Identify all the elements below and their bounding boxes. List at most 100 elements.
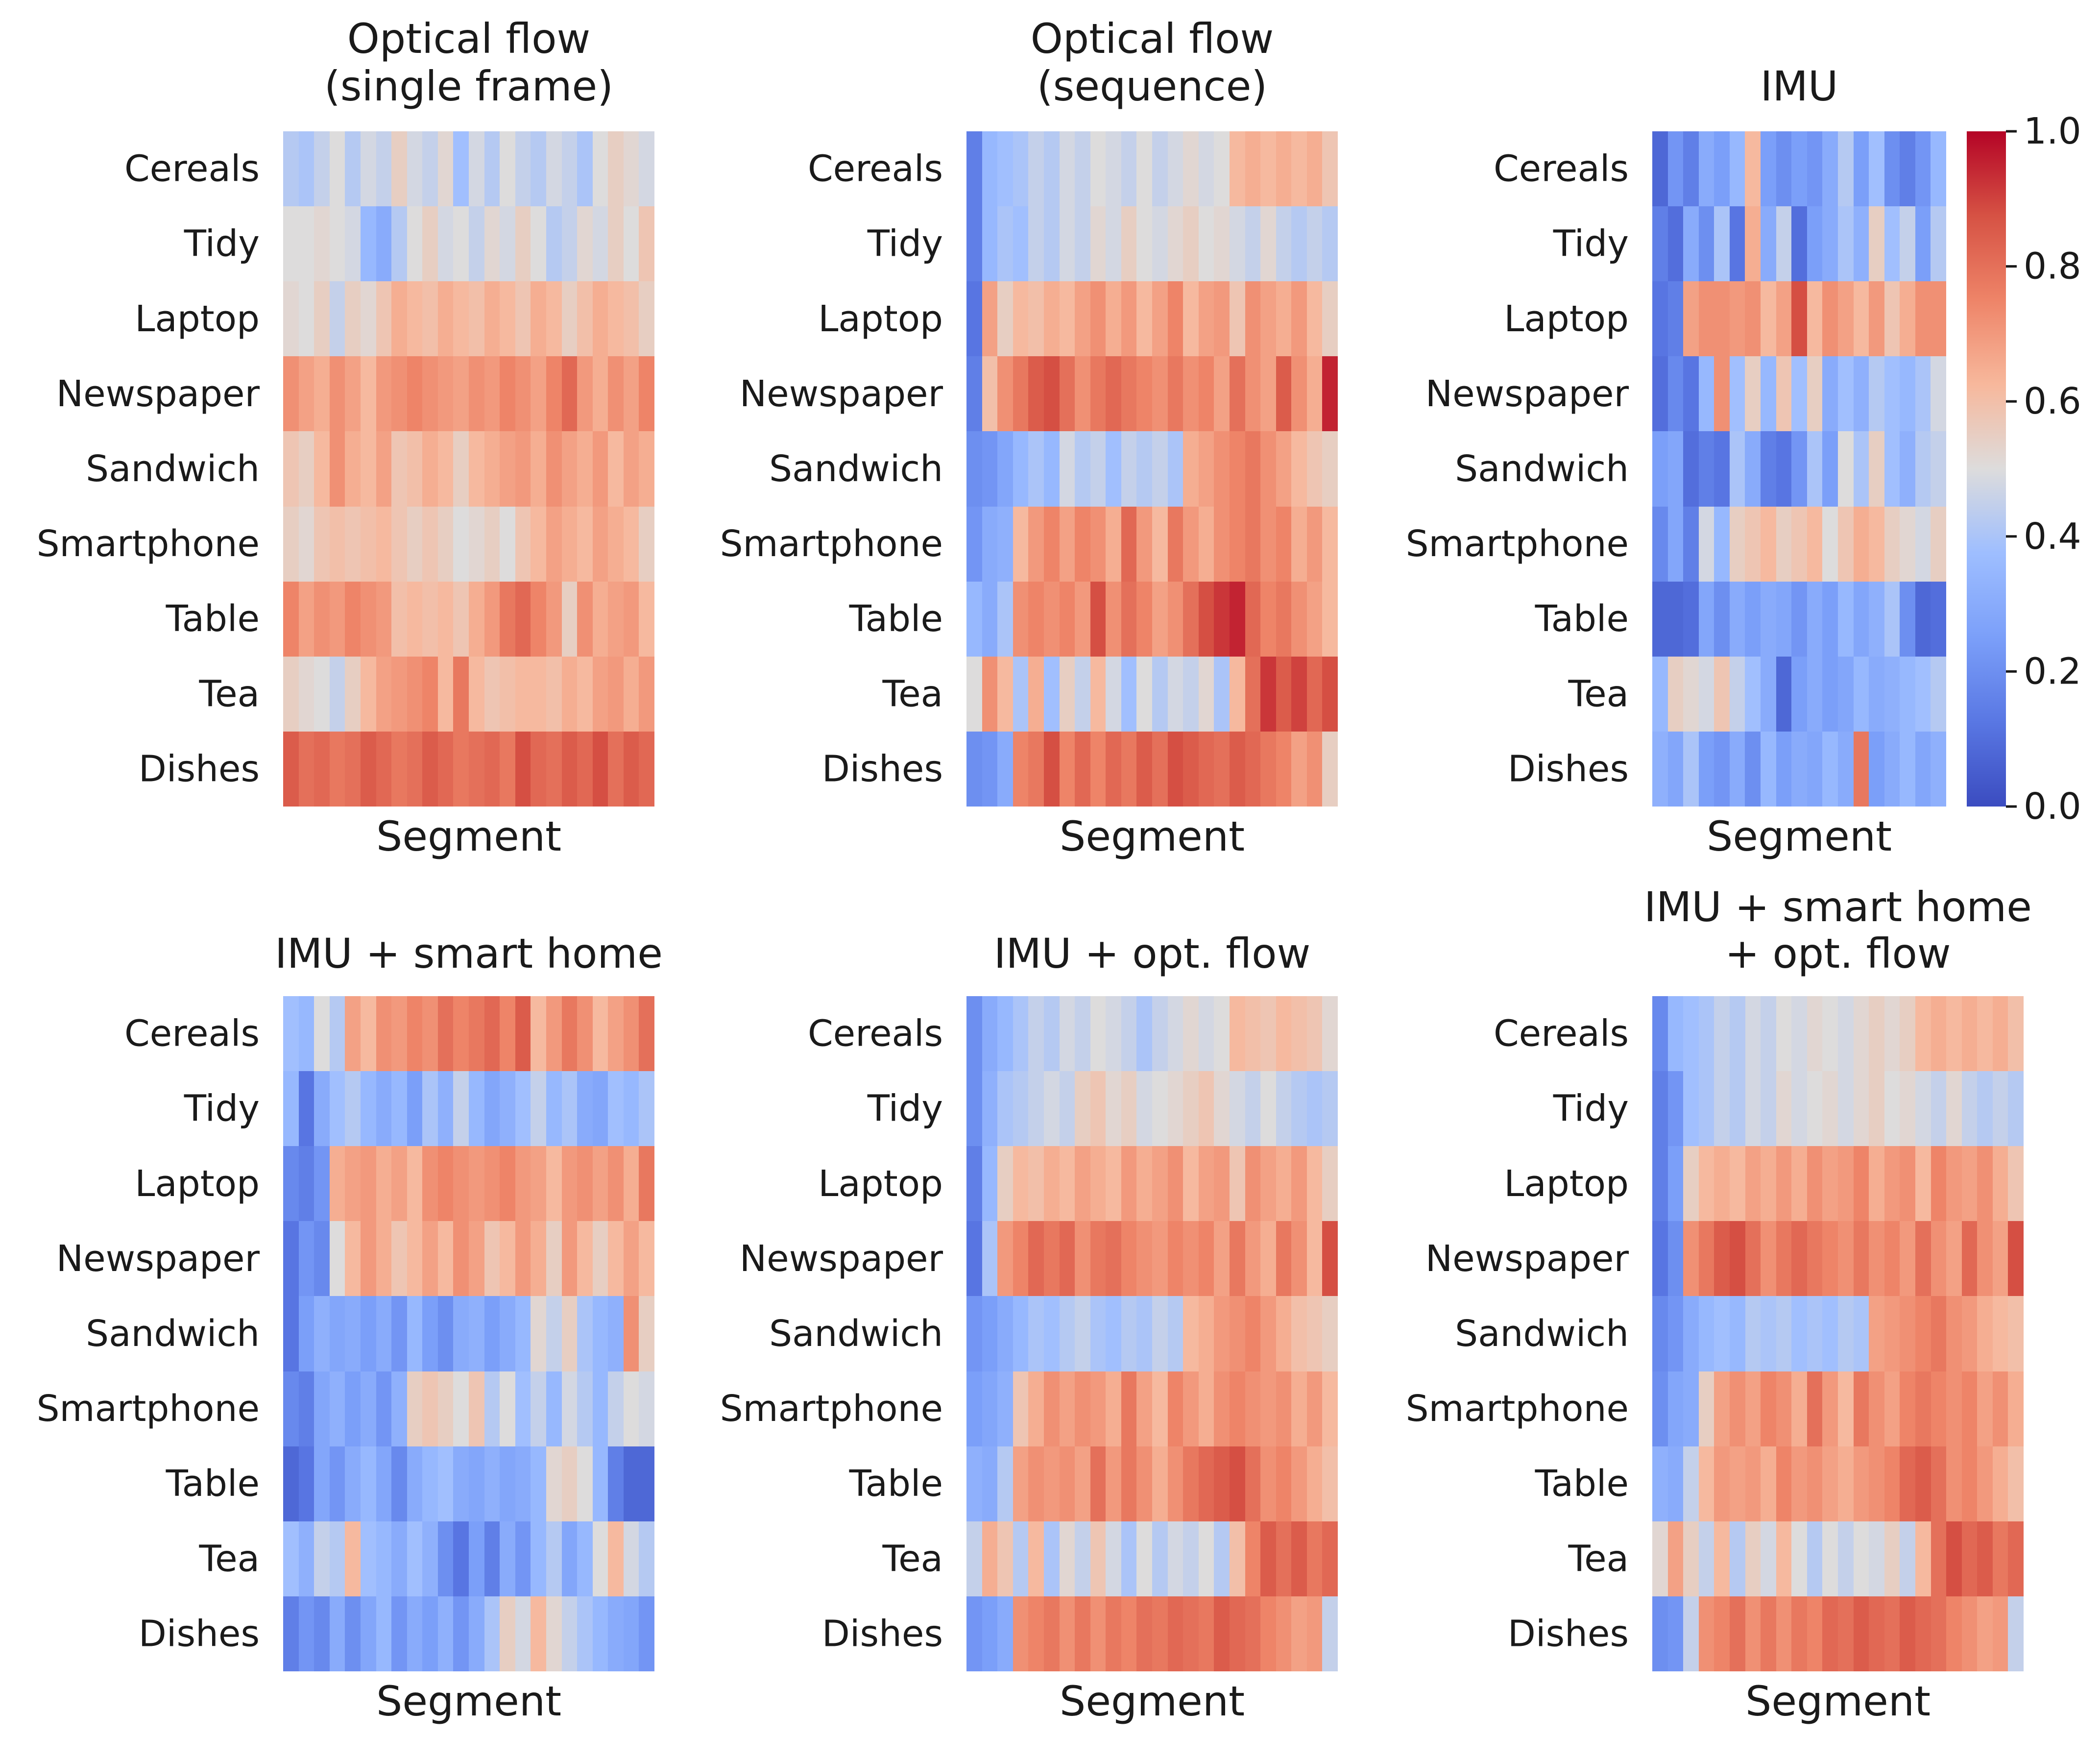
heatmap-cell xyxy=(1714,281,1730,356)
heatmap-cell xyxy=(500,1146,515,1221)
heatmap-cell xyxy=(515,206,531,281)
heatmap-cell xyxy=(562,131,577,206)
heatmap-cell xyxy=(376,356,391,431)
heatmap-cell xyxy=(1276,657,1291,732)
heatmap-cell xyxy=(500,431,515,507)
heatmap-cell xyxy=(982,1221,997,1296)
heatmap-cell xyxy=(1931,1446,1946,1521)
heatmap-cell xyxy=(639,206,654,281)
heatmap-cell xyxy=(531,1521,546,1596)
heatmap-cell xyxy=(1900,206,1915,281)
heatmap-cell xyxy=(1044,1146,1060,1221)
heatmap-cell xyxy=(314,1446,330,1521)
heatmap-cell xyxy=(1884,431,1900,507)
heatmap-cell xyxy=(1013,732,1028,807)
heatmap-cell xyxy=(1322,1146,1338,1221)
heatmap-cell xyxy=(1745,1296,1761,1371)
heatmap-cell xyxy=(1028,1596,1044,1671)
heatmap-cell xyxy=(608,206,624,281)
heatmap-cell xyxy=(1931,1146,1946,1221)
heatmap-cell xyxy=(1307,1221,1322,1296)
heatmap-cell xyxy=(1322,1521,1338,1596)
heatmap-cell xyxy=(1730,206,1745,281)
heatmap-cell xyxy=(624,657,639,732)
heatmap-cell xyxy=(2008,1071,2024,1146)
heatmap-cell xyxy=(314,1371,330,1446)
heatmap-cell xyxy=(1776,732,1791,807)
heatmap-cell xyxy=(1183,1371,1199,1446)
heatmap-cell xyxy=(314,206,330,281)
heatmap-cell xyxy=(1915,996,1931,1071)
heatmap-cell xyxy=(345,1146,361,1221)
heatmap-cell xyxy=(1838,1221,1854,1296)
x-axis-label: Segment xyxy=(1707,812,1892,860)
heatmap-cell xyxy=(1869,356,1884,431)
heatmap-cell xyxy=(1028,657,1044,732)
heatmap-cell xyxy=(608,996,624,1071)
heatmap-cell xyxy=(982,996,997,1071)
heatmap-cell xyxy=(624,1071,639,1146)
heatmap-cell xyxy=(1900,1446,1915,1521)
heatmap-cell xyxy=(1838,1146,1854,1221)
heatmap-cell xyxy=(1044,131,1060,206)
heatmap-cell xyxy=(531,732,546,807)
heatmap-cell xyxy=(1822,996,1838,1071)
heatmap-cell xyxy=(1745,1521,1761,1596)
heatmap-cell xyxy=(1884,657,1900,732)
heatmap-cell xyxy=(1745,582,1761,657)
heatmap-cell xyxy=(500,1521,515,1596)
heatmap-cell xyxy=(453,507,469,582)
heatmap-cell xyxy=(1214,732,1230,807)
heatmap-cell xyxy=(1199,1371,1214,1446)
heatmap-cell xyxy=(1044,657,1060,732)
heatmap-cell xyxy=(577,657,593,732)
heatmap-cell xyxy=(1060,131,1075,206)
heatmap-cell xyxy=(407,996,422,1071)
heatmap-cell xyxy=(1183,732,1199,807)
heatmap-cell xyxy=(546,996,562,1071)
heatmap-cell xyxy=(1214,1521,1230,1596)
heatmap-cell xyxy=(608,281,624,356)
heatmap-cell xyxy=(966,507,982,582)
heatmap-cell xyxy=(1884,996,1900,1071)
heatmap-cell xyxy=(1745,1596,1761,1671)
heatmap-cell xyxy=(1044,1521,1060,1596)
heatmap-cell xyxy=(1807,1371,1822,1446)
heatmap-cell xyxy=(1838,1371,1854,1446)
heatmap-cell xyxy=(361,1596,376,1671)
heatmap-cell xyxy=(1060,1371,1075,1446)
heatmap-cell xyxy=(1136,507,1152,582)
heatmap-cell xyxy=(1822,1521,1838,1596)
heatmap-cell xyxy=(1136,1221,1152,1296)
row-label: Table xyxy=(166,598,260,640)
heatmap-cell xyxy=(1993,996,2008,1071)
heatmap-cell xyxy=(1060,657,1075,732)
heatmap-cell xyxy=(1136,1296,1152,1371)
heatmap-cell xyxy=(997,657,1013,732)
heatmap-cell xyxy=(1931,1221,1946,1296)
heatmap-cell xyxy=(1745,281,1761,356)
heatmap-cell xyxy=(1730,1446,1745,1521)
heatmap-cell xyxy=(1946,1596,1962,1671)
heatmap-cell xyxy=(1838,1521,1854,1596)
heatmap-cell xyxy=(1776,657,1791,732)
heatmap-cell xyxy=(1121,1146,1136,1221)
heatmap-cell xyxy=(997,1596,1013,1671)
heatmap-cell xyxy=(330,1296,345,1371)
heatmap-cell xyxy=(1931,507,1946,582)
heatmap-cell xyxy=(1106,996,1121,1071)
heatmap-cell xyxy=(1915,206,1931,281)
heatmap-cell xyxy=(1060,1446,1075,1521)
heatmap-cell xyxy=(1230,657,1245,732)
heatmap-cell xyxy=(639,1596,654,1671)
heatmap-cell xyxy=(1106,1296,1121,1371)
heatmap-cell xyxy=(1075,1596,1090,1671)
heatmap-cell xyxy=(1013,431,1028,507)
row-label: Laptop xyxy=(818,298,943,340)
heatmap-cell xyxy=(1276,1446,1291,1521)
colorbar: 0.0 0.2 0.4 0.6 0.8 1.0 xyxy=(1967,110,2081,828)
heatmap-cell xyxy=(1900,996,1915,1071)
heatmap-cell xyxy=(1136,1371,1152,1446)
heatmap-cell xyxy=(1791,1146,1807,1221)
heatmap-cell xyxy=(1854,996,1869,1071)
